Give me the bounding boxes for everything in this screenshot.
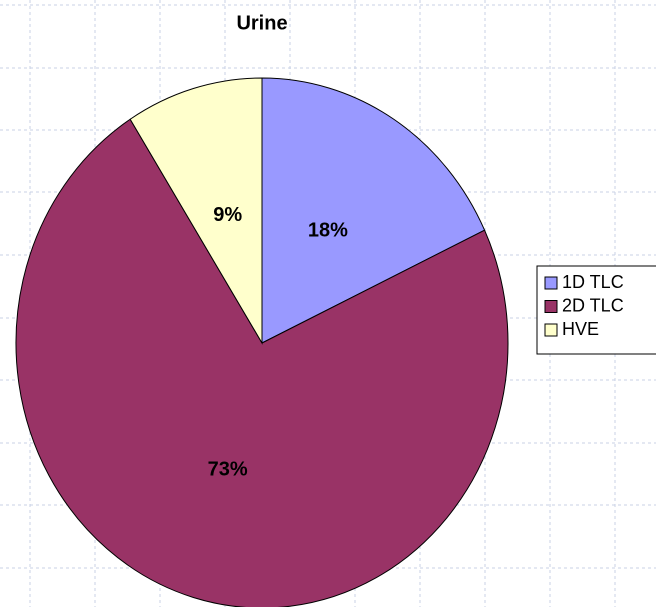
chart-title: Urine <box>236 12 287 34</box>
pie-slice <box>129 77 263 345</box>
pie-slice <box>15 118 509 607</box>
legend-label: 2D TLC <box>562 295 624 315</box>
legend-swatch <box>544 276 558 290</box>
data-label: 9% <box>213 204 242 226</box>
legend-swatch <box>544 323 558 337</box>
data-label: 73% <box>208 459 248 481</box>
legend-swatch <box>544 300 558 313</box>
legend-label: 1D TLC <box>562 272 624 292</box>
pie-slice <box>261 77 486 344</box>
data-label: 18% <box>308 219 348 241</box>
legend-label: HVE <box>562 319 599 339</box>
